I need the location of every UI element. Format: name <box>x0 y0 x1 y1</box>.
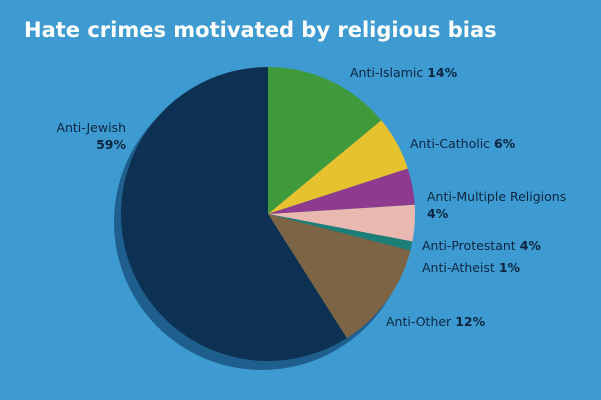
slice-label: Anti-Other 12% <box>386 314 486 329</box>
pie-slice <box>268 67 382 214</box>
value-label: 6% <box>494 136 516 151</box>
pie-slice <box>268 168 415 214</box>
pie-slice <box>268 204 415 242</box>
value-label: 12% <box>455 314 485 329</box>
category-name: Anti-Jewish <box>56 120 126 135</box>
category-name: Anti-Islamic <box>350 65 423 80</box>
category-name: Anti-Atheist <box>422 260 495 275</box>
value-label: 14% <box>427 65 457 80</box>
slice-label: Anti-Protestant 4% <box>422 238 541 253</box>
category-name: Anti-Protestant <box>422 238 516 253</box>
slice-label: Anti-Islamic 14% <box>350 65 458 80</box>
value-label: 4% <box>520 238 542 253</box>
slice-label: Anti-Multiple Religions 4% <box>427 189 566 221</box>
chart-title: Hate crimes motivated by religious bias <box>24 18 497 42</box>
pie-slice <box>268 214 411 339</box>
category-name: Anti-Other <box>386 314 452 329</box>
value-label: 59% <box>96 137 126 152</box>
value-label: 1% <box>499 260 521 275</box>
pie-slice <box>268 120 408 214</box>
category-name: Anti-Multiple Religions <box>427 189 566 204</box>
pie-slice <box>121 67 347 361</box>
value-label: 4% <box>427 206 449 221</box>
slice-label: Anti-Atheist 1% <box>422 260 521 275</box>
slice-label: Anti-Catholic 6% <box>410 136 516 151</box>
slice-label: Anti-Jewish 59% <box>56 120 126 152</box>
pie-slice <box>268 214 413 251</box>
category-name: Anti-Catholic <box>410 136 490 151</box>
